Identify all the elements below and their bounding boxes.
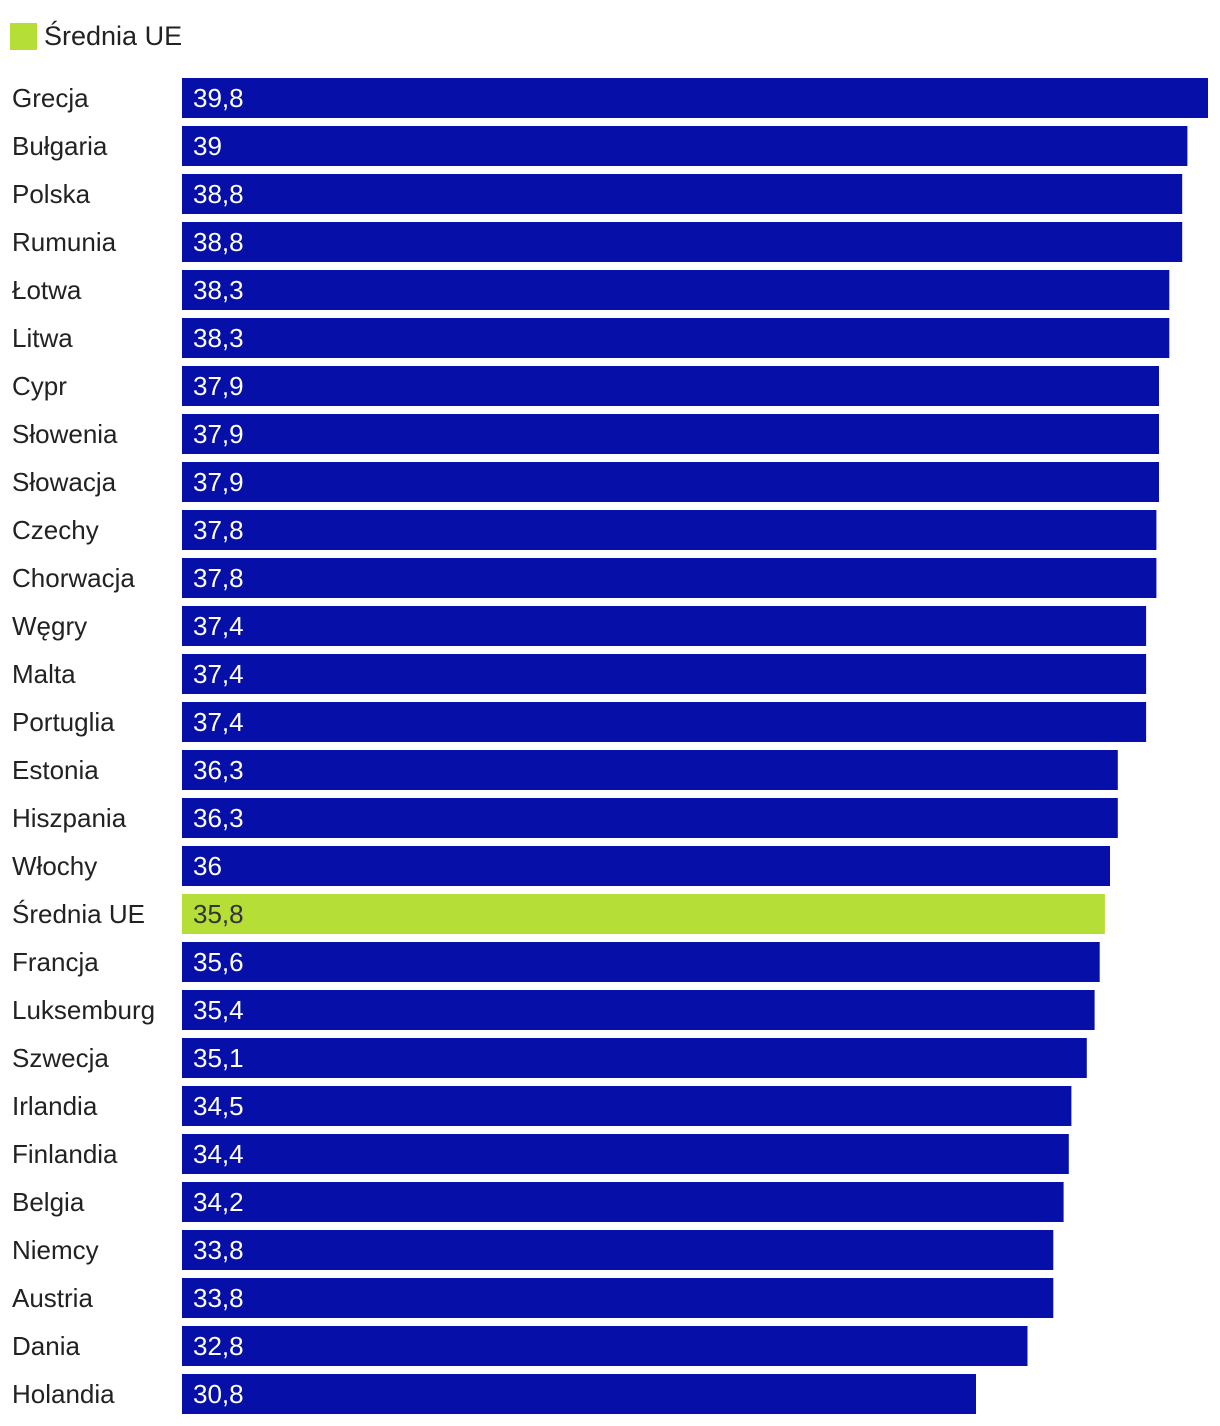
category-label-finlandia: Finlandia xyxy=(12,1139,118,1169)
category-label-litwa: Litwa xyxy=(12,323,73,353)
category-label-estonia: Estonia xyxy=(12,755,99,785)
category-label-belgia: Belgia xyxy=(12,1187,85,1217)
bar-austria xyxy=(182,1278,1054,1318)
value-label-luksemburg: 35,4 xyxy=(193,995,244,1025)
category-label-dania: Dania xyxy=(12,1331,80,1361)
category-label-wegry: Węgry xyxy=(12,611,87,641)
value-label-slowacja: 37,9 xyxy=(193,467,244,497)
value-label-szwecja: 35,1 xyxy=(193,1043,244,1073)
category-label-luksemburg: Luksemburg xyxy=(12,995,155,1025)
value-label-srednia-ue: 35,8 xyxy=(193,899,244,929)
category-label-lotwa: Łotwa xyxy=(12,275,82,305)
bar-lotwa xyxy=(182,270,1170,310)
bar-rumunia xyxy=(182,222,1183,262)
bar-wegry xyxy=(182,606,1147,646)
bar-belgia xyxy=(182,1182,1064,1222)
bar-hiszpania xyxy=(182,798,1118,838)
value-label-cypr: 37,9 xyxy=(193,371,244,401)
value-label-hiszpania: 36,3 xyxy=(193,803,244,833)
bar-srednia-ue xyxy=(182,894,1105,934)
value-label-malta: 37,4 xyxy=(193,659,244,689)
value-label-lotwa: 38,3 xyxy=(193,275,244,305)
bar-litwa xyxy=(182,318,1170,358)
bar-dania xyxy=(182,1326,1028,1366)
value-label-dania: 32,8 xyxy=(193,1331,244,1361)
category-label-irlandia: Irlandia xyxy=(12,1091,98,1121)
value-label-holandia: 30,8 xyxy=(193,1379,244,1409)
category-label-hiszpania: Hiszpania xyxy=(12,803,127,833)
category-label-chorwacja: Chorwacja xyxy=(12,563,135,593)
category-label-slowacja: Słowacja xyxy=(12,467,117,497)
bar-finlandia xyxy=(182,1134,1069,1174)
value-label-czechy: 37,8 xyxy=(193,515,244,545)
bar-portuglia xyxy=(182,702,1147,742)
value-label-rumunia: 38,8 xyxy=(193,227,244,257)
category-label-holandia: Holandia xyxy=(12,1379,115,1409)
value-label-belgia: 34,2 xyxy=(193,1187,244,1217)
bar-wlochy xyxy=(182,846,1110,886)
value-label-chorwacja: 37,8 xyxy=(193,563,244,593)
bar-czechy xyxy=(182,510,1157,550)
value-label-bulgaria: 39 xyxy=(193,131,222,161)
value-label-litwa: 38,3 xyxy=(193,323,244,353)
bar-polska xyxy=(182,174,1183,214)
bar-cypr xyxy=(182,366,1159,406)
bar-slowacja xyxy=(182,462,1159,502)
category-label-austria: Austria xyxy=(12,1283,93,1313)
category-label-szwecja: Szwecja xyxy=(12,1043,109,1073)
category-label-rumunia: Rumunia xyxy=(12,227,117,257)
category-label-srednia-ue: Średnia UE xyxy=(12,899,145,929)
legend-swatch xyxy=(10,23,37,50)
bar-niemcy xyxy=(182,1230,1054,1270)
value-label-estonia: 36,3 xyxy=(193,755,244,785)
bar-slowenia xyxy=(182,414,1159,454)
category-label-grecja: Grecja xyxy=(12,83,89,113)
category-label-slowenia: Słowenia xyxy=(12,419,118,449)
category-label-cypr: Cypr xyxy=(12,371,67,401)
value-label-polska: 38,8 xyxy=(193,179,244,209)
value-label-portuglia: 37,4 xyxy=(193,707,244,737)
value-label-austria: 33,8 xyxy=(193,1283,244,1313)
bar-irlandia xyxy=(182,1086,1072,1126)
category-label-bulgaria: Bułgaria xyxy=(12,131,108,161)
bar-estonia xyxy=(182,750,1118,790)
value-label-wegry: 37,4 xyxy=(193,611,244,641)
bar-malta xyxy=(182,654,1147,694)
category-label-wlochy: Włochy xyxy=(12,851,97,881)
category-label-polska: Polska xyxy=(12,179,91,209)
bar-francja xyxy=(182,942,1100,982)
bar-holandia xyxy=(182,1374,976,1414)
bar-szwecja xyxy=(182,1038,1087,1078)
category-label-portuglia: Portuglia xyxy=(12,707,115,737)
bar-chorwacja xyxy=(182,558,1157,598)
category-label-czechy: Czechy xyxy=(12,515,99,545)
value-label-grecja: 39,8 xyxy=(193,83,244,113)
value-label-slowenia: 37,9 xyxy=(193,419,244,449)
value-label-finlandia: 34,4 xyxy=(193,1139,244,1169)
bar-bulgaria xyxy=(182,126,1188,166)
value-label-francja: 35,6 xyxy=(193,947,244,977)
legend-label: Średnia UE xyxy=(44,21,183,51)
bar-grecja xyxy=(182,78,1208,118)
category-label-francja: Francja xyxy=(12,947,99,977)
bar-luksemburg xyxy=(182,990,1095,1030)
category-label-niemcy: Niemcy xyxy=(12,1235,99,1265)
value-label-niemcy: 33,8 xyxy=(193,1235,244,1265)
value-label-wlochy: 36 xyxy=(193,851,222,881)
value-label-irlandia: 34,5 xyxy=(193,1091,244,1121)
category-label-malta: Malta xyxy=(12,659,76,689)
